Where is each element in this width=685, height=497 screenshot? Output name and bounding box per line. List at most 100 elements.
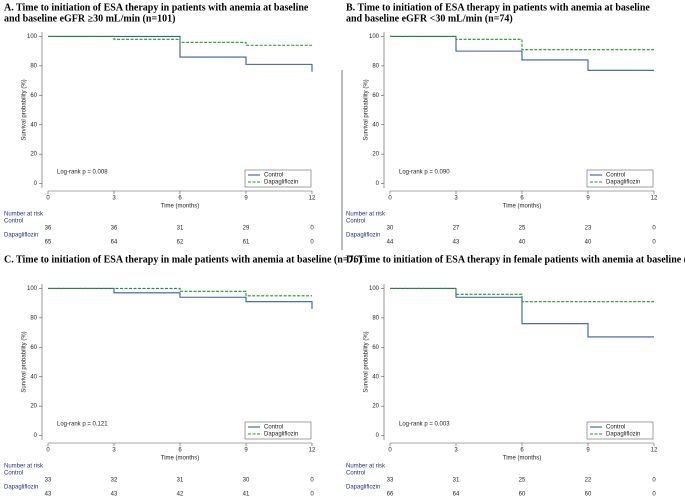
legend-label: Dapagliflozin: [606, 180, 640, 186]
legend-box: [586, 421, 654, 440]
legend-box: [586, 169, 654, 188]
risk-value: 43: [111, 492, 118, 497]
legend-box: [244, 169, 312, 188]
risk-value: 62: [177, 240, 184, 246]
annotation: Log-rank p = 0.121: [57, 422, 108, 428]
risk-group-label: Control: [4, 471, 23, 477]
risk-value: 0: [652, 240, 656, 246]
risk-value: 43: [45, 492, 52, 497]
risk-title: Number at risk: [4, 464, 44, 470]
legend-label: Control: [264, 173, 283, 179]
annotation: Log-rank p = 0.090: [399, 170, 450, 176]
y-tick-label: 20: [372, 152, 379, 158]
y-tick-label: 0: [34, 433, 38, 439]
y-tick-label: 40: [30, 122, 37, 128]
x-tick-label: 0: [388, 448, 392, 454]
risk-value: 30: [243, 478, 250, 484]
y-tick-label: 100: [27, 34, 38, 40]
risk-value: 25: [519, 478, 526, 484]
legend-label: Dapagliflozin: [264, 432, 298, 438]
x-tick-label: 9: [586, 448, 590, 454]
y-tick-label: 0: [376, 433, 380, 439]
y-tick-label: 20: [30, 404, 37, 410]
panel-title: and baseline eGFR <30 mL/min (n=74): [346, 13, 513, 24]
risk-value: 0: [310, 478, 314, 484]
risk-value: 31: [177, 478, 184, 484]
risk-value: 33: [45, 478, 52, 484]
risk-value: 30: [387, 226, 394, 232]
risk-value: 60: [585, 492, 592, 497]
x-tick-label: 6: [178, 196, 182, 202]
y-axis-label: Survival probability (%): [22, 79, 28, 140]
panel: D. Time to initiation of ESA therapy in …: [346, 254, 685, 497]
legend-label: Dapagliflozin: [606, 432, 640, 438]
y-tick-label: 20: [30, 152, 37, 158]
risk-value: 0: [310, 226, 314, 232]
risk-value: 60: [519, 492, 526, 497]
legend-box: [244, 421, 312, 440]
risk-value: 31: [453, 478, 460, 484]
risk-value: 33: [387, 478, 394, 484]
risk-title: Number at risk: [4, 212, 44, 218]
panel-title: A. Time to initiation of ESA therapy in …: [4, 2, 309, 13]
y-tick-label: 80: [30, 315, 37, 321]
x-axis-label: Time (months): [161, 204, 199, 210]
panel-title: C. Time to initiation of ESA therapy in …: [4, 254, 362, 265]
y-tick-label: 100: [27, 286, 38, 292]
survival-curve: [48, 287, 312, 297]
risk-value: 22: [585, 478, 592, 484]
risk-value: 64: [453, 492, 460, 497]
risk-value: 44: [387, 240, 394, 246]
x-axis-label: Time (months): [503, 204, 541, 210]
legend-label: Control: [606, 425, 625, 431]
risk-value: 41: [243, 492, 250, 497]
risk-group-label: Dapagliflozin: [4, 233, 38, 239]
risk-value: 65: [45, 240, 52, 246]
x-axis-label: Time (months): [161, 456, 199, 462]
y-tick-label: 60: [372, 93, 379, 99]
x-tick-label: 3: [112, 448, 116, 454]
y-tick-label: 0: [34, 181, 38, 187]
risk-value: 0: [652, 492, 656, 497]
x-tick-label: 3: [112, 196, 116, 202]
risk-value: 0: [652, 478, 656, 484]
x-tick-label: 3: [454, 448, 458, 454]
x-tick-label: 0: [46, 196, 50, 202]
risk-value: 66: [387, 492, 394, 497]
risk-group-label: Dapagliflozin: [4, 485, 38, 491]
panel: A. Time to initiation of ESA therapy in …: [4, 2, 316, 245]
risk-group-label: Control: [4, 219, 23, 225]
risk-group-label: Control: [346, 471, 365, 477]
y-tick-label: 80: [372, 63, 379, 69]
panel-title: B. Time to initiation of ESA therapy in …: [346, 2, 650, 13]
y-tick-label: 100: [369, 34, 380, 40]
risk-value: 40: [585, 240, 592, 246]
survival-curve: [48, 287, 313, 310]
x-tick-label: 12: [651, 448, 658, 454]
risk-value: 29: [243, 226, 250, 232]
risk-group-label: Dapagliflozin: [346, 233, 380, 239]
risk-value: 42: [177, 492, 184, 497]
y-tick-label: 20: [372, 404, 379, 410]
risk-value: 43: [453, 240, 460, 246]
annotation: Log-rank p = 0.003: [399, 422, 450, 428]
risk-value: 23: [585, 226, 592, 232]
panel: B. Time to initiation of ESA therapy in …: [346, 2, 658, 245]
risk-value: 31: [177, 226, 184, 232]
y-tick-label: 60: [30, 345, 37, 351]
y-tick-label: 80: [30, 63, 37, 69]
x-tick-label: 3: [454, 196, 458, 202]
x-tick-label: 9: [244, 448, 248, 454]
risk-value: 27: [453, 226, 460, 232]
risk-value: 25: [519, 226, 526, 232]
y-tick-label: 80: [372, 315, 379, 321]
risk-value: 32: [111, 478, 118, 484]
y-tick-label: 100: [369, 286, 380, 292]
legend-label: Dapagliflozin: [264, 180, 298, 186]
risk-value: 40: [519, 240, 526, 246]
survival-curve: [48, 35, 313, 72]
risk-title: Number at risk: [346, 464, 386, 470]
panel-title: D. Time to initiation of ESA therapy in …: [346, 254, 685, 265]
x-tick-label: 12: [651, 196, 658, 202]
x-tick-label: 0: [46, 448, 50, 454]
